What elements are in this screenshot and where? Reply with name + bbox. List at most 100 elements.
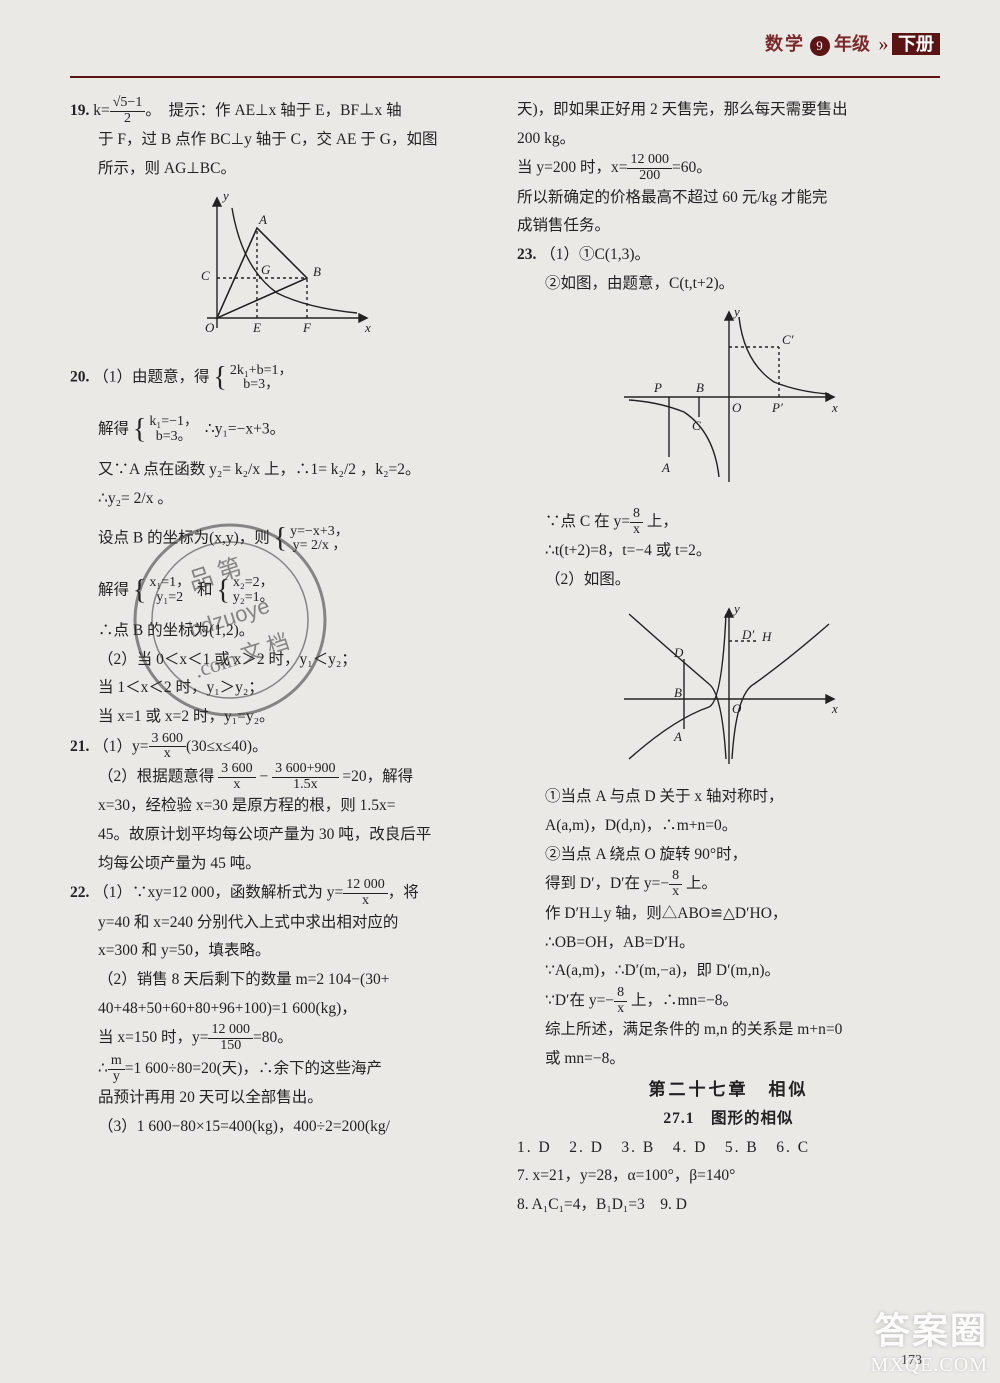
svg-text:P: P (653, 380, 662, 395)
q20-l9: 当 1＜x＜2 时，y₁＞y₂； (70, 674, 493, 703)
q23-l8: ②当点 A 绕点 O 旋转 90°时， (517, 841, 940, 870)
svg-text:B: B (313, 264, 321, 279)
chapter-title: 第二十七章 相似 (517, 1074, 940, 1105)
svg-text:y: y (732, 304, 740, 319)
q21: 21. （1）y=3 600x(30≤x≤40)。 (70, 732, 493, 762)
svg-text:x: x (831, 400, 838, 415)
svg-text:B: B (696, 380, 704, 395)
q20-l10: 当 x=1 或 x=2 时，y₁=y₂。 (70, 703, 493, 732)
right-column: 天)，即如果正好用 2 天售完，那么每天需要售出 200 kg。 当 y=200… (517, 96, 940, 1220)
watermark: 答案圈 MXQE.COM (871, 1302, 988, 1377)
page-header: 数学 9 年级 » 下册 (70, 30, 940, 62)
left-column: 19. k=√5−12。 提示：作 AE⊥x 轴于 E，BF⊥x 轴 于 F，过… (70, 96, 493, 1220)
q22-l3: x=300 和 y=50，填表略。 (70, 937, 493, 966)
q19-l2: 于 F，过 B 点作 BC⊥y 轴于 C，交 AE 于 G，如图 (70, 126, 493, 155)
section-title: 27.1 图形的相似 (517, 1105, 940, 1134)
q21-l5: 均每公顷产量为 45 吨。 (70, 850, 493, 879)
q22-l8: 品预计再用 20 天可以全部售出。 (70, 1084, 493, 1113)
q20-l8: （2）当 0＜x＜1 或 x＞2 时，y₁＜y₂； (70, 646, 493, 675)
q22: 22. （1）∵xy=12 000，函数解析式为 y=12 000x，将 (70, 878, 493, 908)
svg-text:B: B (674, 685, 682, 700)
svg-text:C: C (692, 418, 701, 433)
answers-1: 1. D 2. D 3. B 4. D 5. B 6. C (517, 1134, 940, 1163)
svg-text:y: y (221, 188, 229, 203)
watermark-text: 答案圈 (871, 1302, 988, 1354)
q20-l4: ∴y₂= 2/x 。 (70, 485, 493, 514)
q23-l15: 或 mn=−8。 (517, 1045, 940, 1074)
q19-l3: 所示，则 AG⊥BC。 (70, 155, 493, 184)
q22-l4: （2）销售 8 天后剩下的数量 m=2 104−(30+ (70, 966, 493, 995)
q19: 19. k=√5−12。 提示：作 AE⊥x 轴于 E，BF⊥x 轴 (70, 96, 493, 126)
q19-k: k= (93, 102, 110, 119)
q20-l3: 又∵A 点在函数 y₂= k₂/x 上，∴1= k₂/2 ，k₂=2。 (70, 456, 493, 485)
svg-text:F: F (302, 320, 312, 335)
q23-l9: 得到 D′，D′在 y=−8x 上。 (517, 869, 940, 899)
svg-text:C: C (201, 268, 210, 283)
q21-l3: x=30，经检验 x=30 是原方程的根，则 1.5x= (70, 792, 493, 821)
svg-text:x: x (364, 320, 371, 335)
r2: 200 kg。 (517, 125, 940, 154)
q23-l14: 综上所述，满足条件的 m,n 的关系是 m+n=0 (517, 1016, 940, 1045)
q20-l7: ∴点 B 的坐标为(1,2)。 (70, 617, 493, 646)
svg-text:x: x (831, 701, 838, 716)
q21-l2: （2）根据题意得 3 600x − 3 600+9001.5x =20，解得 (70, 762, 493, 792)
r5: 成销售任务。 (517, 212, 940, 241)
r3: 当 y=200 时，x=12 000200=60。 (517, 153, 940, 183)
svg-text:P′: P′ (771, 400, 783, 415)
volume-label: 下册 (892, 33, 940, 55)
q22-l7: ∴my=1 600÷80=20(天)，∴余下的这些海产 (70, 1054, 493, 1084)
figure-3: y x O A B D D′ H (517, 599, 940, 780)
q20-num: 20. (70, 369, 89, 386)
grade-text: 年级 (834, 34, 870, 54)
svg-text:A: A (258, 212, 267, 227)
svg-text:O: O (732, 701, 742, 716)
q22-l6: 当 x=150 时，y=12 000150=80。 (70, 1023, 493, 1053)
r1: 天)，即如果正好用 2 天售完，那么每天需要售出 (517, 96, 940, 125)
q23-l7: A(a,m)，D(d,n)，∴m+n=0。 (517, 812, 940, 841)
svg-text:E: E (252, 320, 261, 335)
q21-l4: 45。故原计划平均每公顷产量为 30 吨，改良后平 (70, 821, 493, 850)
q23-l11: ∴OB=OH，AB=D′H。 (517, 929, 940, 958)
page: 数学 9 年级 » 下册 19. k=√5−12。 提示：作 AE⊥x 轴于 E… (0, 0, 1000, 1383)
columns: 19. k=√5−12。 提示：作 AE⊥x 轴于 E，BF⊥x 轴 于 F，过… (70, 96, 940, 1220)
figure-2: y x O A B C C′ P P′ (517, 302, 940, 503)
grade-badge: 9 (810, 36, 830, 56)
q22-l9: （3）1 600−80×15=400(kg)，400÷2=200(kg/ (70, 1113, 493, 1142)
header-rule (70, 76, 940, 78)
q22-l2: y=40 和 x=240 分别代入上式中求出相对应的 (70, 909, 493, 938)
q23-l10: 作 D′H⊥y 轴，则△ABO≌△D′HO， (517, 900, 940, 929)
subject-label: 数学 (765, 34, 805, 54)
svg-text:D: D (673, 645, 684, 660)
q20-l6: 解得 {x₁=1，y₁=2 和 {x₂=2，y₂=1。 (70, 565, 493, 617)
q20-l2: 解得 {k₁=−1，b=3。 ∴y₁=−x+3。 (70, 404, 493, 456)
svg-text:H: H (761, 629, 772, 644)
figure-1: y x O A B C E F G (70, 188, 493, 349)
r4: 所以新确定的价格最高不超过 60 元/kg 才能完 (517, 184, 940, 213)
watermark-url: MXQE.COM (871, 1354, 988, 1377)
q23-l2: ②如图，由题意，C(t,t+2)。 (517, 270, 940, 299)
q23-l13: ∵D′在 y=−8x 上，∴mn=−8。 (517, 986, 940, 1016)
q23-l4: ∴t(t+2)=8，t=−4 或 t=2。 (517, 537, 940, 566)
svg-text:O: O (732, 400, 742, 415)
svg-text:A: A (673, 729, 682, 744)
svg-text:C′: C′ (782, 332, 794, 347)
q23-l3: ∵点 C 在 y=8x 上， (517, 507, 940, 537)
q20: 20. （1）由题意，得 {2k₁+b=1，b=3， (70, 352, 493, 404)
q19-hint: 。 提示：作 AE⊥x 轴于 E，BF⊥x 轴 (145, 102, 401, 119)
chevron-icon: » (879, 33, 884, 55)
q23-l5: （2）如图。 (517, 566, 940, 595)
svg-text:G: G (261, 262, 271, 277)
q20-l5: 设点 B 的坐标为(x,y)，则 {y=−x+3，y= 2/x ， (70, 513, 493, 565)
svg-text:D′: D′ (741, 627, 754, 642)
answers-3: 8. A₁C₁=4，B₁D₁=3 9. D (517, 1191, 940, 1220)
svg-text:O: O (205, 320, 215, 335)
q23-l12: ∵A(a,m)，∴D′(m,−a)，即 D′(m,n)。 (517, 957, 940, 986)
answers-2: 7. x=21，y=28，α=100°，β=140° (517, 1162, 940, 1191)
q22-l5: 40+48+50+60+80+96+100)=1 600(kg)， (70, 995, 493, 1024)
svg-text:A: A (661, 460, 670, 475)
svg-text:y: y (732, 601, 740, 616)
q23-l6: ①当点 A 与点 D 关于 x 轴对称时， (517, 783, 940, 812)
q19-frac: √5−12 (110, 96, 146, 126)
q19-num: 19. (70, 102, 89, 119)
q23: 23. （1）①C(1,3)。 (517, 241, 940, 270)
